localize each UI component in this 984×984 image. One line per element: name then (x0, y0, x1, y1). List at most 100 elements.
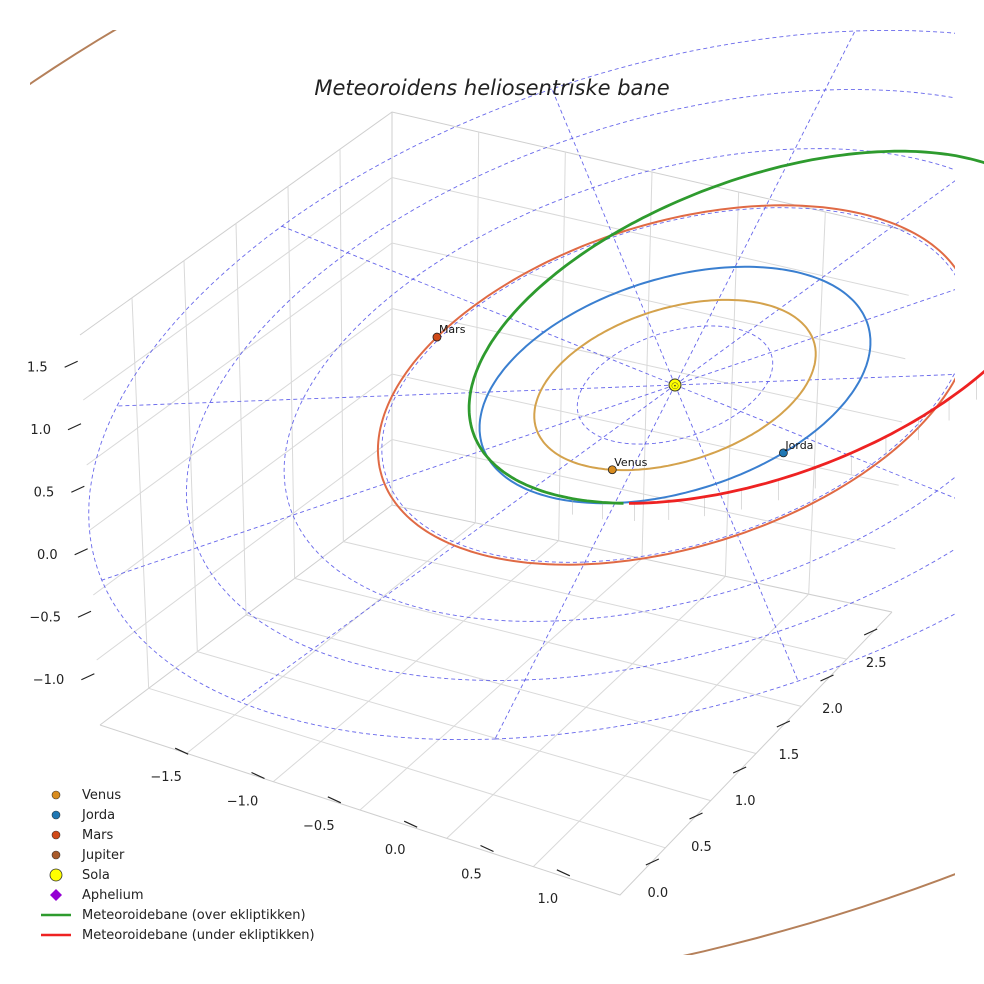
y-axis-tick (820, 674, 834, 682)
z-axis-label: 1.0 (30, 423, 51, 438)
legend-item: Jupiter (36, 845, 315, 865)
legend-label: Venus (82, 787, 122, 803)
ecliptic-spoke (551, 88, 676, 386)
ecliptic-grid (88, 30, 955, 741)
z-axis-label: 1.5 (27, 360, 48, 375)
y-axis-tick (689, 812, 703, 820)
floor-edge-front (99, 611, 893, 896)
legend-marker (36, 845, 76, 865)
legend-label: Jupiter (82, 847, 125, 863)
y-axis-tick (732, 766, 747, 774)
orbit-jorda (478, 265, 872, 505)
grid-line-z (83, 176, 909, 401)
ecliptic-spoke (101, 384, 676, 581)
pane-edge-bottom (99, 504, 893, 726)
x-axis-label: −0.5 (303, 819, 335, 834)
chart-title: Meteoroidens heliosentriske bane (314, 76, 669, 100)
z-axis-tick (77, 610, 92, 618)
ecliptic-spoke (494, 384, 676, 740)
legend-marker (36, 905, 76, 925)
z-axis-label: −1.0 (33, 673, 65, 688)
y-axis-label: 2.5 (866, 656, 887, 671)
planet-label-venus: Venus (614, 456, 647, 469)
ecliptic-spoke (674, 384, 799, 682)
legend-item: Venus (36, 785, 315, 805)
legend-item: Mars (36, 825, 315, 845)
axes-grid (79, 111, 913, 896)
x-axis-label: −1.0 (227, 795, 259, 810)
z-axis-tick (71, 485, 85, 493)
ecliptic-spoke (674, 289, 955, 386)
x-axis-tick (480, 844, 494, 853)
planet-label-jorda: Jorda (784, 439, 813, 452)
ecliptic-ring (185, 89, 955, 681)
legend-item: Jorda (36, 805, 315, 825)
z-axis-tick (67, 423, 82, 431)
z-axis-tick (81, 673, 95, 681)
legend-label: Jorda (82, 807, 116, 823)
sun-symbol: ☉ (671, 381, 679, 391)
z-axis-tick (64, 360, 78, 368)
x-axis-tick (327, 796, 342, 804)
planet-marker-venus (607, 465, 617, 475)
ecliptic-ring (88, 30, 955, 741)
legend-marker (36, 785, 76, 805)
legend-marker (36, 825, 76, 845)
legend-marker (36, 865, 76, 885)
planet-marker-jorda (779, 448, 788, 458)
tick-labels: −1.5 −1.0 −0.5 0.0 0.5 1.0 0.0 0.5 1.0 1.5 2.0 2.5 −… (27, 360, 887, 907)
y-axis-tick (645, 858, 660, 866)
legend-item: Meteoroidebane (over ekliptikken) (36, 905, 315, 925)
ecliptic-spoke (674, 30, 856, 386)
y-axis-label: 1.0 (735, 794, 756, 809)
legend: Venus Jorda Mars Jupiter Sola Aphelium Meteoro… (36, 785, 315, 945)
floor-grid-line (446, 575, 726, 839)
x-axis-tick (403, 820, 418, 828)
grid-line-z (96, 438, 896, 661)
legend-label: Sola (82, 867, 110, 883)
sun-marker (668, 378, 682, 392)
legend-label: Aphelium (82, 887, 144, 903)
markers: Venus Jorda Mars ☉ (432, 323, 813, 475)
x-axis-label: 0.5 (461, 868, 482, 883)
x-axis-label: −1.5 (150, 770, 182, 785)
y-axis-label: 0.0 (647, 886, 668, 901)
z-axis-label: 0.5 (34, 485, 55, 500)
legend-label: Meteoroidebane (over ekliptikken) (82, 907, 306, 923)
ecliptic-spoke (239, 384, 676, 703)
grid-line-z (93, 373, 899, 596)
floor-grid-line (532, 593, 810, 868)
meteoroid-orbit (467, 149, 984, 521)
z-axis-label: 0.0 (37, 548, 58, 563)
grid-line-z (89, 307, 903, 531)
orbit-venus (533, 298, 817, 472)
legend-label: Mars (82, 827, 114, 843)
x-axis-label: 0.0 (385, 843, 406, 858)
ecliptic-spoke (674, 384, 955, 499)
legend-item: Meteoroidebane (under ekliptikken) (36, 925, 315, 945)
z-axis-label: −0.5 (29, 610, 61, 625)
meteoroid-orbit-under (629, 369, 984, 505)
ecliptic-spoke (674, 374, 955, 386)
legend-label: Meteoroidebane (under ekliptikken) (82, 927, 315, 943)
legend-marker (36, 805, 76, 825)
legend-item: Aphelium (36, 885, 315, 905)
meteoroid-orbit-over (467, 149, 984, 505)
pane-edge-top (79, 111, 913, 336)
x-axis-tick (556, 869, 571, 877)
floor-grid-line (294, 577, 802, 707)
x-axis-label: 1.0 (537, 892, 558, 907)
ecliptic-spoke (674, 180, 955, 386)
y-axis-label: 0.5 (691, 840, 712, 855)
x-axis-tick (251, 771, 265, 780)
planet-label-mars: Mars (439, 323, 466, 336)
legend-item: Sola (36, 865, 315, 885)
ecliptic-spoke (281, 225, 676, 386)
x-axis-tick (174, 747, 189, 755)
ecliptic-spoke (116, 384, 676, 407)
z-axis-tick (74, 548, 88, 556)
y-axis-tick (776, 720, 791, 728)
legend-marker (36, 885, 76, 905)
